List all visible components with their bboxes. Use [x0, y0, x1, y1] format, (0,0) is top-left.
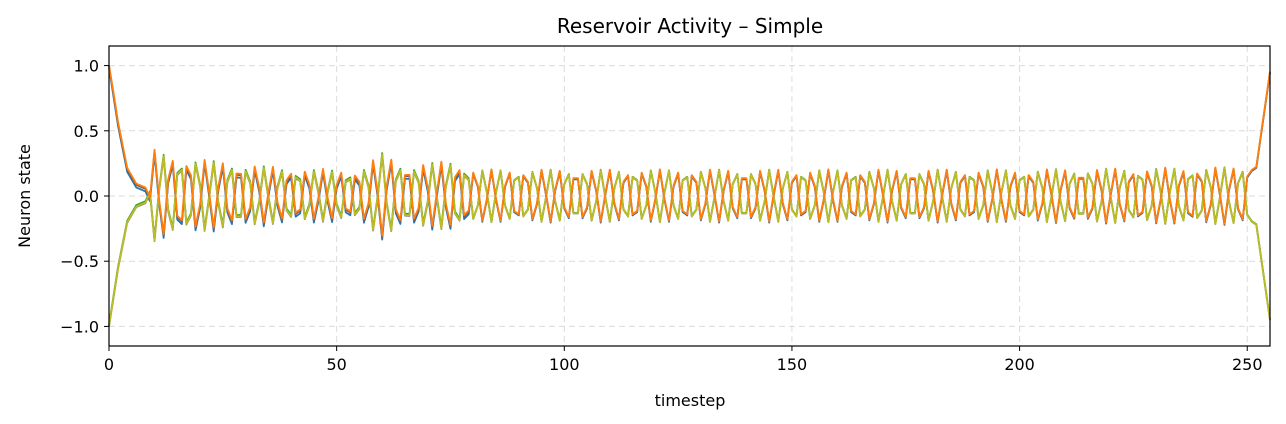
x-axis-label: timestep [655, 391, 726, 410]
y-tick-label: 0.0 [74, 187, 99, 206]
x-tick-label: 150 [777, 355, 808, 374]
x-tick-label: 50 [326, 355, 346, 374]
x-tick-label: 100 [549, 355, 580, 374]
y-tick-label: 1.0 [74, 57, 99, 76]
chart-title: Reservoir Activity – Simple [557, 14, 823, 38]
series-group [108, 65, 1271, 327]
y-axis-label: Neuron state [15, 144, 34, 248]
series-line [108, 65, 1271, 237]
x-tick-label: 250 [1232, 355, 1263, 374]
x-tick-label: 200 [1004, 355, 1035, 374]
y-tick-label: −0.5 [60, 252, 99, 271]
y-tick-label: 0.5 [74, 122, 99, 141]
y-axis: 1.0 0.5 0.0 −0.5 −1.0 [60, 57, 109, 336]
x-tick-label: 0 [104, 355, 114, 374]
x-axis: 0 50 100 150 200 250 [104, 346, 1263, 374]
y-tick-label: −1.0 [60, 317, 99, 336]
